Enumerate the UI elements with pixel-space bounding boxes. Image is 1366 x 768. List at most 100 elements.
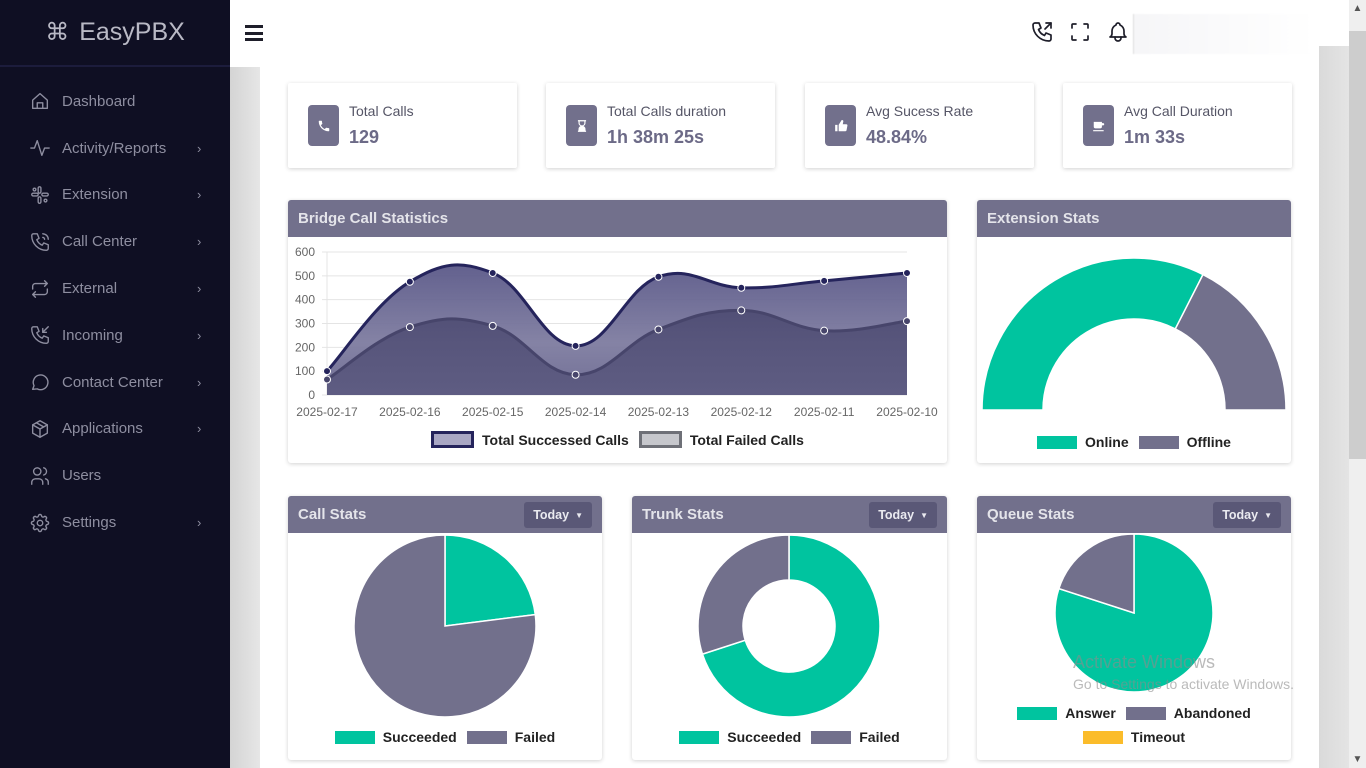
- data-point[interactable]: [571, 370, 580, 379]
- fullscreen-icon[interactable]: [1068, 20, 1092, 44]
- sidebar-item-applications[interactable]: Applications ›: [0, 406, 230, 453]
- brand[interactable]: ⌘ EasyPBX: [0, 0, 230, 67]
- content-gutter-left: [230, 67, 260, 768]
- sidebar-item-external[interactable]: External ›: [0, 265, 230, 312]
- panel-title: Extension Stats: [977, 200, 1291, 237]
- legend-label: Succeeded: [727, 729, 802, 745]
- panel-title: Call Stats Today ▼: [288, 496, 602, 533]
- legend-item-successed[interactable]: Total Successed Calls: [431, 431, 629, 448]
- chevron-right-icon: ›: [197, 234, 202, 250]
- hourglass-icon: [566, 105, 597, 146]
- stat-card-total-calls: Total Calls 129: [288, 83, 517, 168]
- data-point[interactable]: [488, 268, 497, 277]
- sidebar-item-label: Applications: [62, 420, 143, 438]
- sidebar-item-contact-center[interactable]: Contact Center ›: [0, 359, 230, 406]
- legend-swatch: [1082, 730, 1123, 744]
- slice-online[interactable]: [981, 257, 1205, 411]
- legend-item-timeout[interactable]: Timeout: [1082, 729, 1185, 745]
- legend-item-failed[interactable]: Total Failed Calls: [638, 431, 804, 448]
- data-point[interactable]: [903, 317, 911, 326]
- legend-swatch: [811, 730, 852, 744]
- slice-succeeded[interactable]: [444, 534, 537, 627]
- legend-swatch: [431, 431, 475, 448]
- data-point[interactable]: [405, 277, 414, 286]
- data-point[interactable]: [654, 325, 663, 334]
- data-point[interactable]: [571, 341, 580, 350]
- data-point[interactable]: [820, 326, 829, 335]
- chevron-right-icon: ›: [197, 327, 202, 343]
- sidebar-item-incoming[interactable]: Incoming ›: [0, 312, 230, 359]
- user-profile-menu[interactable]: [1133, 14, 1313, 54]
- legend-swatch: [1037, 435, 1078, 449]
- phone-outgoing-icon[interactable]: [1030, 20, 1054, 44]
- legend-item-answer[interactable]: Answer: [1017, 705, 1116, 721]
- data-point[interactable]: [820, 276, 829, 285]
- dropdown-label: Today: [878, 508, 915, 522]
- trunk-legend: Succeeded Failed: [632, 729, 947, 745]
- legend-item-abandoned[interactable]: Abandoned: [1125, 705, 1251, 721]
- menu-toggle-button[interactable]: [245, 25, 263, 41]
- data-point[interactable]: [654, 272, 663, 281]
- data-point[interactable]: [737, 283, 746, 292]
- slice-abandoned[interactable]: [1057, 533, 1135, 615]
- data-point[interactable]: [737, 306, 746, 315]
- y-tick-label: 400: [295, 293, 315, 307]
- sidebar: ⌘ EasyPBX Dashboard Activity/Reports › E…: [0, 0, 230, 768]
- sidebar-item-label: Settings: [62, 514, 117, 532]
- scroll-up-icon[interactable]: ▲: [1352, 3, 1363, 14]
- sidebar-item-label: Incoming: [62, 326, 123, 344]
- stat-label: Avg Sucess Rate: [866, 103, 974, 119]
- panel-title-text: Trunk Stats: [642, 506, 724, 523]
- legend-swatch: [1017, 706, 1058, 720]
- slice-failed[interactable]: [353, 534, 537, 718]
- sidebar-item-settings[interactable]: Settings ›: [0, 499, 230, 546]
- scrollbar-thumb[interactable]: [1349, 31, 1366, 459]
- y-tick-label: 500: [295, 269, 315, 283]
- x-tick-label: 2025-02-14: [545, 405, 607, 419]
- scroll-down-icon[interactable]: ▼: [1352, 754, 1363, 765]
- period-dropdown[interactable]: Today ▼: [869, 502, 937, 528]
- data-point[interactable]: [323, 375, 331, 384]
- data-point[interactable]: [405, 323, 414, 332]
- period-dropdown[interactable]: Today ▼: [1213, 502, 1281, 528]
- sidebar-item-activity-reports[interactable]: Activity/Reports ›: [0, 125, 230, 172]
- x-tick-label: 2025-02-16: [379, 405, 441, 419]
- data-point[interactable]: [323, 367, 331, 376]
- period-dropdown[interactable]: Today ▼: [524, 502, 592, 528]
- data-point[interactable]: [903, 268, 911, 277]
- bell-icon[interactable]: [1106, 20, 1130, 44]
- data-point[interactable]: [488, 321, 497, 330]
- legend-item-online[interactable]: Online: [1037, 434, 1129, 450]
- sidebar-item-label: Dashboard: [62, 92, 136, 110]
- sidebar-item-extension[interactable]: Extension ›: [0, 172, 230, 219]
- sidebar-item-call-center[interactable]: Call Center ›: [0, 218, 230, 265]
- slice-failed[interactable]: [697, 534, 790, 656]
- stat-label: Total Calls duration: [607, 103, 727, 119]
- sidebar-item-label: Extension: [62, 186, 128, 204]
- legend-item-succeeded[interactable]: Succeeded: [679, 729, 801, 745]
- slice-offline[interactable]: [1174, 273, 1287, 411]
- page-scrollbar[interactable]: ▲ ▼: [1349, 0, 1366, 768]
- legend-label: Total Failed Calls: [689, 431, 804, 448]
- extension-icon: [29, 184, 51, 206]
- queue-stats-panel: Queue Stats Today ▼ Answer Abandoned Time…: [977, 496, 1291, 760]
- x-tick-label: 2025-02-11: [794, 405, 855, 419]
- legend-item-succeeded[interactable]: Succeeded: [334, 729, 457, 745]
- series-failed-line: [326, 308, 908, 381]
- legend-item-failed[interactable]: Failed: [811, 729, 900, 745]
- x-tick-label: 2025-02-13: [628, 405, 690, 419]
- hamburger-line: [245, 38, 263, 41]
- command-icon: ⌘: [45, 19, 70, 46]
- stat-value: 1h 38m 25s: [607, 127, 705, 147]
- sidebar-item-users[interactable]: Users: [0, 452, 230, 499]
- dropdown-label: Today: [1222, 508, 1259, 522]
- legend-item-offline[interactable]: Offline: [1138, 434, 1231, 450]
- legend-item-failed[interactable]: Failed: [466, 729, 555, 745]
- extension-stats-chart: [981, 257, 1287, 411]
- watermark-subtitle: Go to Settings to activate Windows.: [1073, 676, 1294, 692]
- call-stats-chart: [353, 534, 537, 718]
- slice-succeeded[interactable]: [701, 534, 881, 718]
- y-tick-label: 300: [295, 317, 315, 331]
- sidebar-item-dashboard[interactable]: Dashboard: [0, 78, 230, 125]
